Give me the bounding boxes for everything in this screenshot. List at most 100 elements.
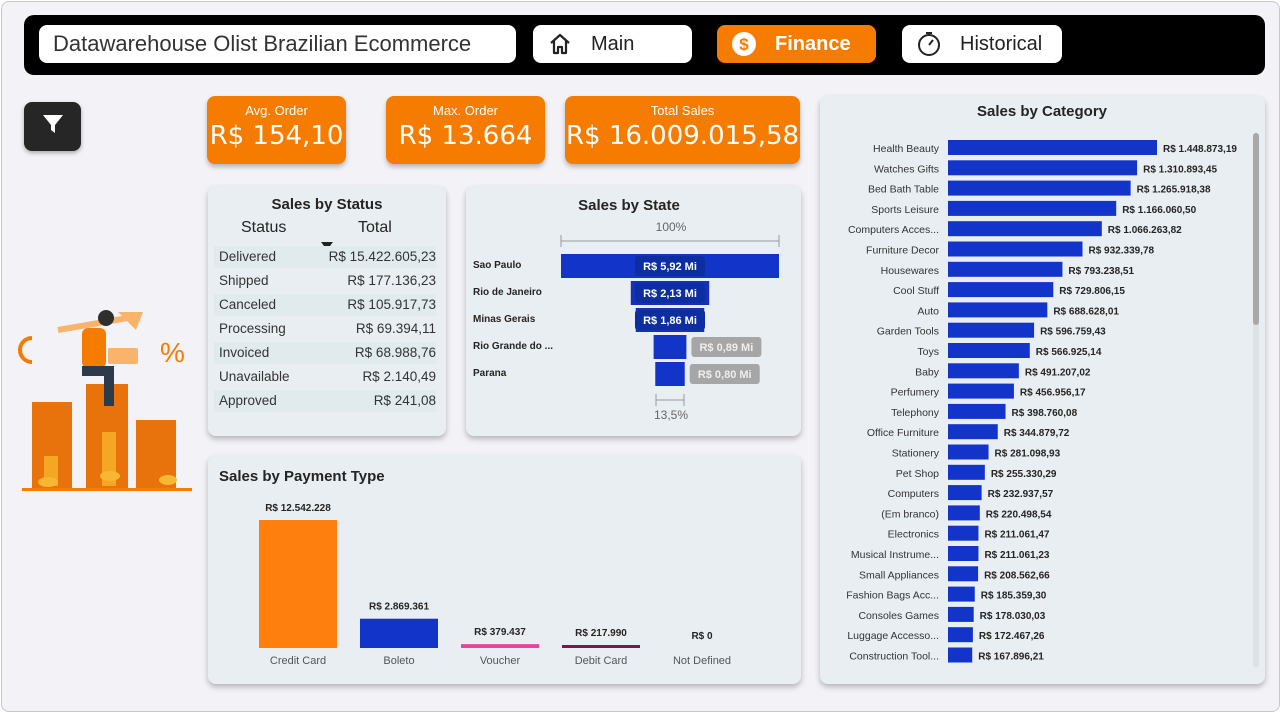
filter-button[interactable] — [24, 102, 81, 151]
total-cell: R$ 15.422.605,23 — [328, 249, 436, 264]
payment-bar[interactable] — [360, 618, 438, 648]
table-row[interactable]: Invoiced R$ 68.988,76 — [214, 342, 436, 364]
category-bar[interactable] — [948, 627, 973, 643]
state-value-label-bg — [635, 283, 705, 303]
payment-bar[interactable] — [461, 644, 539, 648]
category-bar[interactable] — [948, 140, 1157, 155]
status-cell: Processing — [219, 321, 286, 336]
category-bar[interactable] — [948, 261, 1063, 277]
state-value-label-bg — [691, 337, 762, 357]
nav-historical-button[interactable]: Historical — [902, 25, 1062, 63]
category-label: Small Appliances — [859, 569, 939, 581]
total-column-header[interactable]: Total — [358, 219, 392, 236]
category-value-label: R$ 344.879,72 — [1004, 428, 1070, 439]
state-category-label: Sao Paulo — [473, 260, 521, 271]
nav-main-button[interactable]: Main — [533, 25, 692, 63]
category-value-label: R$ 172.467,26 — [979, 631, 1045, 642]
category-value-label: R$ 1.310.893,45 — [1143, 164, 1217, 175]
category-bar[interactable] — [948, 302, 1048, 318]
dollar-icon: $ — [731, 31, 757, 57]
category-bar[interactable] — [948, 160, 1138, 176]
category-bar[interactable] — [948, 363, 1019, 379]
payment-bar-chart: Sales by Payment Type R$ 12.542.228 Credi… — [219, 468, 731, 667]
category-bar[interactable] — [948, 424, 998, 440]
category-label: Sports Leisure — [871, 204, 939, 216]
category-label: Office Furniture — [867, 427, 939, 439]
category-bar[interactable] — [948, 383, 1014, 399]
category-label: Luggage Accesso... — [847, 630, 939, 642]
table-row[interactable]: Unavailable R$ 2.140,49 — [214, 366, 436, 388]
state-chart-title: Sales by State — [578, 197, 680, 214]
category-bar[interactable] — [948, 403, 1006, 419]
category-value-label: R$ 220.498,54 — [986, 509, 1052, 520]
category-label: Watches Gifts — [874, 163, 939, 175]
category-value-label: R$ 232.937,57 — [988, 489, 1054, 500]
category-bar[interactable] — [948, 485, 982, 501]
state-category-label: Minas Gerais — [473, 314, 536, 325]
total-cell: R$ 2.140,49 — [362, 369, 436, 384]
payment-bar[interactable] — [259, 520, 337, 648]
kpi-avg-order-value: R$ 154,10 — [209, 121, 344, 151]
table-row[interactable]: Approved R$ 241,08 — [214, 390, 436, 412]
state-funnel-card: Sales by State 100% Sao Paulo R$ 5,92 Mi R… — [466, 186, 801, 436]
state-category-label: Rio Grande do ... — [473, 341, 553, 352]
category-bar[interactable] — [948, 282, 1054, 298]
state-value-label-bg — [635, 256, 705, 276]
category-value-label: R$ 1.066.263,82 — [1108, 225, 1182, 236]
category-value-label: R$ 932.339,78 — [1088, 246, 1154, 257]
payment-category-label: Debit Card — [575, 655, 628, 667]
state-value-label: R$ 1,86 Mi — [643, 315, 697, 327]
category-bar[interactable] — [948, 464, 985, 480]
table-row[interactable]: Delivered R$ 15.422.605,23 — [214, 246, 436, 268]
table-row[interactable]: Canceled R$ 105.917,73 — [214, 294, 436, 316]
category-bar[interactable] — [948, 241, 1083, 257]
table-row[interactable]: Processing R$ 69.394,11 — [214, 318, 436, 340]
category-label: Health Beauty — [873, 143, 940, 155]
category-value-label: R$ 456.956,17 — [1020, 388, 1086, 399]
payment-chart-card: Sales by Payment Type R$ 12.542.228 Credi… — [208, 455, 801, 684]
category-label: Computers Acces... — [848, 224, 939, 236]
funnel-top-percent-label: 100% — [656, 220, 687, 234]
category-label: Fashion Bags Acc... — [846, 590, 939, 602]
category-label: Toys — [917, 346, 939, 358]
category-bar[interactable] — [948, 546, 979, 561]
category-bar[interactable] — [948, 647, 973, 663]
state-value-label: R$ 2,13 Mi — [643, 288, 697, 300]
state-funnel-bar[interactable] — [653, 335, 687, 359]
category-value-label: R$ 596.759,43 — [1040, 327, 1106, 338]
category-bar[interactable] — [948, 200, 1117, 216]
payment-value-label: R$ 12.542.228 — [265, 503, 331, 514]
svg-text:$: $ — [739, 35, 749, 54]
payment-value-label: R$ 0 — [691, 631, 713, 642]
category-bar[interactable] — [948, 343, 1030, 358]
payment-chart-title: Sales by Payment Type — [219, 468, 385, 485]
category-scrollbar-thumb[interactable] — [1253, 133, 1259, 325]
payment-bar[interactable] — [562, 645, 640, 648]
category-bar[interactable] — [948, 444, 989, 460]
category-label: Pet Shop — [896, 468, 939, 480]
kpi-max-order-label: Max. Order — [432, 103, 498, 118]
status-column-header[interactable]: Status — [241, 219, 287, 236]
category-bar[interactable] — [948, 505, 980, 521]
category-bar[interactable] — [948, 586, 975, 602]
state-value-label: R$ 0,89 Mi — [699, 342, 753, 354]
category-label: Furniture Decor — [866, 245, 939, 257]
state-value-label: R$ 5,92 Mi — [643, 261, 697, 273]
category-bar[interactable] — [948, 221, 1102, 237]
category-bar[interactable] — [948, 566, 979, 582]
state-funnel-bar[interactable] — [655, 362, 685, 386]
payment-category-label: Boleto — [383, 655, 414, 667]
table-row[interactable]: Shipped R$ 177.136,23 — [214, 270, 436, 292]
svg-text:%: % — [160, 337, 185, 368]
nav-historical-label: Historical — [960, 32, 1043, 55]
category-value-label: R$ 178.030,03 — [980, 611, 1046, 622]
status-table-title: Sales by Status — [271, 196, 383, 213]
category-bar[interactable] — [948, 606, 974, 622]
category-chart-title: Sales by Category — [977, 103, 1108, 120]
category-bar[interactable] — [948, 525, 979, 541]
kpi-max-order-value: R$ 13.664 — [398, 121, 533, 151]
category-bar[interactable] — [948, 180, 1131, 196]
category-bar[interactable] — [948, 322, 1035, 338]
nav-finance-button[interactable]: $ Finance — [717, 25, 876, 63]
category-label: Bed Bath Table — [868, 184, 939, 196]
